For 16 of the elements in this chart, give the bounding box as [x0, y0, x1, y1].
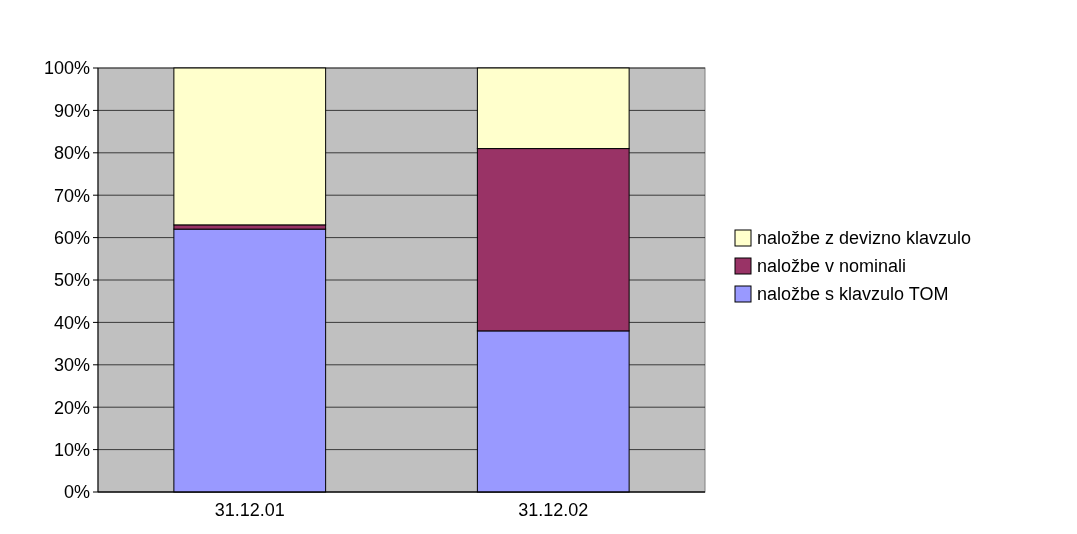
y-tick-label: 0%: [63, 482, 90, 503]
y-tick-label: 40%: [53, 312, 90, 333]
y-tick-label: 20%: [53, 397, 90, 418]
y-tick-label: 100%: [43, 58, 90, 79]
y-tick-label: 10%: [53, 439, 90, 460]
y-tick-label: 30%: [53, 355, 90, 376]
y-tick-label: 50%: [53, 270, 90, 291]
x-tick-label: 31.12.01: [214, 500, 285, 520]
y-tick-label: 80%: [53, 143, 90, 164]
y-tick-label: 90%: [53, 100, 90, 121]
legend-label: naložbe z devizno klavzulo: [757, 228, 972, 249]
legend-label: naložbe v nominali: [757, 256, 907, 277]
x-tick-label: 31.12.02: [518, 500, 589, 520]
y-tick-label: 60%: [53, 227, 90, 248]
legend-label: naložbe s klavzulo TOM: [757, 284, 949, 305]
y-tick-label: 70%: [53, 185, 90, 206]
